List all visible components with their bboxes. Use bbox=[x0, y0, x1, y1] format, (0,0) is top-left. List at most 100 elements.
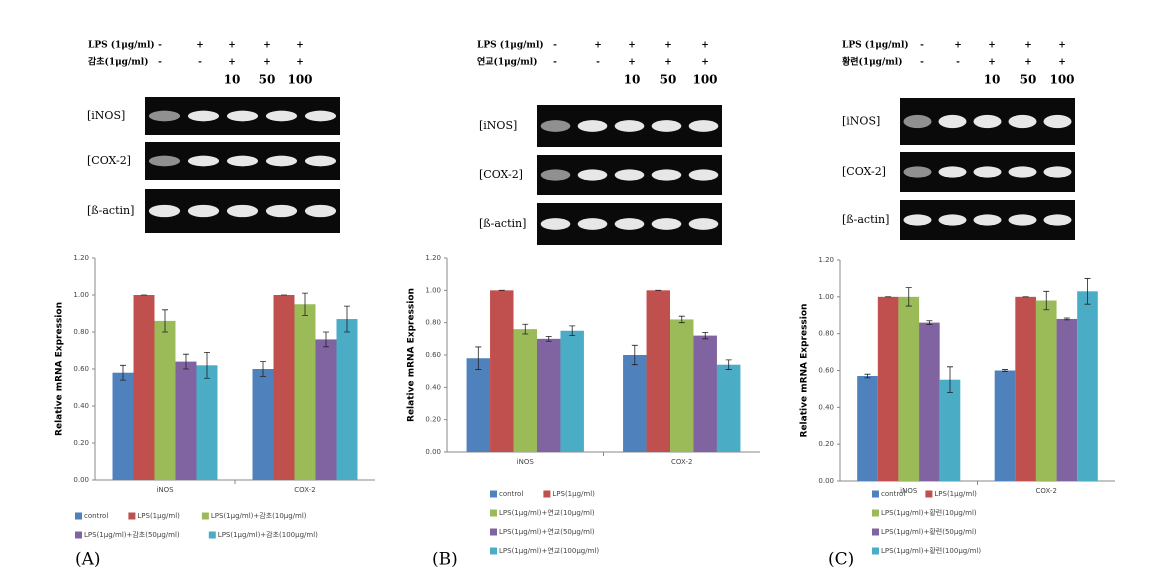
gel-band bbox=[304, 204, 337, 218]
legend-label: control bbox=[499, 490, 523, 498]
gel-band bbox=[1043, 114, 1072, 129]
gel-band bbox=[973, 214, 1002, 226]
bar bbox=[898, 296, 920, 481]
gel-sign: + bbox=[988, 41, 996, 51]
gel-band bbox=[226, 110, 259, 122]
gel-sign: + bbox=[628, 58, 636, 68]
gel-dose: 50 bbox=[1020, 73, 1037, 87]
gel-band bbox=[540, 218, 571, 230]
y-tick-label: 0.00 bbox=[73, 476, 89, 484]
legend-label: LPS(1μg/ml)+감초(50μg/ml) bbox=[84, 531, 180, 539]
gel-band bbox=[577, 169, 608, 181]
x-tick-label: iNOS bbox=[517, 458, 535, 466]
legend-swatch bbox=[490, 490, 497, 498]
gel-band bbox=[148, 155, 181, 167]
gel-sign: + bbox=[1024, 41, 1032, 51]
panel-label: (B) bbox=[432, 550, 458, 570]
gel-band bbox=[1008, 114, 1037, 129]
gel-band bbox=[651, 169, 682, 181]
gel-band bbox=[265, 155, 298, 167]
error-bar bbox=[926, 320, 933, 325]
gel-sign: - bbox=[920, 41, 924, 51]
gel-sign: + bbox=[296, 41, 304, 51]
panel-label: (C) bbox=[828, 550, 854, 570]
legend-swatch bbox=[75, 512, 82, 520]
gel-band-label: [iNOS] bbox=[87, 109, 125, 122]
gel-sign: + bbox=[263, 58, 271, 68]
gel-sign: - bbox=[198, 58, 202, 68]
bar bbox=[315, 339, 337, 480]
gel-band bbox=[973, 166, 1002, 178]
legend-swatch bbox=[872, 528, 879, 536]
legend-label: LPS(1μg/ml)+연교(100μg/ml) bbox=[499, 547, 599, 555]
bar bbox=[716, 364, 741, 452]
error-bar bbox=[302, 292, 308, 316]
bar bbox=[857, 376, 878, 481]
gel-band bbox=[304, 155, 337, 167]
bar bbox=[939, 379, 961, 481]
gel-sign: - bbox=[920, 58, 924, 68]
error-bar bbox=[120, 364, 126, 381]
y-tick-label: 1.20 bbox=[818, 256, 834, 264]
error-bar bbox=[344, 305, 350, 333]
bar bbox=[560, 330, 584, 452]
legend-label: LPS(1μg/ml) bbox=[552, 490, 595, 498]
gel-sign: - bbox=[553, 58, 557, 68]
gel-band bbox=[187, 155, 220, 167]
error-bar bbox=[323, 331, 329, 348]
legend-swatch bbox=[543, 490, 551, 498]
error-bar bbox=[569, 325, 576, 336]
gel-band bbox=[938, 166, 967, 178]
error-bar bbox=[678, 315, 685, 324]
gel-sign: - bbox=[596, 58, 600, 68]
panel-label: (A) bbox=[75, 550, 101, 570]
legend-label: LPS(1μg/ml)+황련(50μg/ml) bbox=[881, 527, 977, 536]
legend-swatch bbox=[208, 531, 216, 539]
error-bar bbox=[545, 336, 552, 342]
gel-band bbox=[688, 218, 719, 230]
gel-sign: + bbox=[988, 58, 996, 68]
y-tick-label: 0.00 bbox=[818, 477, 834, 485]
legend-label: LPS(1μg/ml)+감초(10μg/ml) bbox=[211, 512, 307, 520]
legend-swatch bbox=[490, 547, 497, 555]
gel-band bbox=[226, 155, 259, 167]
gel-band bbox=[187, 204, 220, 218]
gel-sign: + bbox=[263, 41, 271, 51]
error-bar bbox=[905, 287, 912, 307]
x-tick-label: iNOS bbox=[156, 486, 174, 494]
gel-band bbox=[148, 204, 181, 218]
gel-band bbox=[1043, 166, 1072, 178]
y-tick-label: 1.20 bbox=[425, 254, 441, 262]
bar bbox=[154, 320, 176, 480]
bar bbox=[273, 295, 295, 480]
x-tick-label: COX-2 bbox=[671, 458, 692, 466]
gel-sign: + bbox=[228, 41, 236, 51]
gel-sign: + bbox=[296, 58, 304, 68]
bar bbox=[877, 296, 899, 481]
gel-band bbox=[938, 214, 967, 226]
gel-band-label: [ß-actin] bbox=[479, 217, 526, 230]
gel-sign: - bbox=[553, 41, 557, 51]
gel-sign: + bbox=[628, 41, 636, 51]
error-bar bbox=[1084, 278, 1091, 305]
bar bbox=[1015, 296, 1036, 481]
y-tick-label: 0.20 bbox=[818, 440, 834, 448]
legend-swatch bbox=[925, 490, 933, 498]
gel-band bbox=[187, 110, 220, 122]
error-bar bbox=[947, 366, 953, 393]
gel-band-label: [COX-2] bbox=[842, 165, 886, 178]
gel-band bbox=[614, 218, 645, 230]
gel-band bbox=[265, 204, 298, 218]
bar bbox=[670, 319, 694, 452]
bar bbox=[252, 369, 274, 480]
gel-band bbox=[903, 214, 932, 226]
bar bbox=[646, 290, 671, 452]
bar bbox=[112, 372, 134, 480]
error-bar bbox=[475, 346, 482, 370]
bar bbox=[294, 304, 316, 480]
gel-band bbox=[614, 169, 645, 181]
gel-band bbox=[614, 120, 645, 132]
gel-band bbox=[1008, 166, 1037, 178]
gel-sign: + bbox=[664, 58, 672, 68]
gel-row-label: 감초(1μg/ml) bbox=[88, 56, 148, 68]
